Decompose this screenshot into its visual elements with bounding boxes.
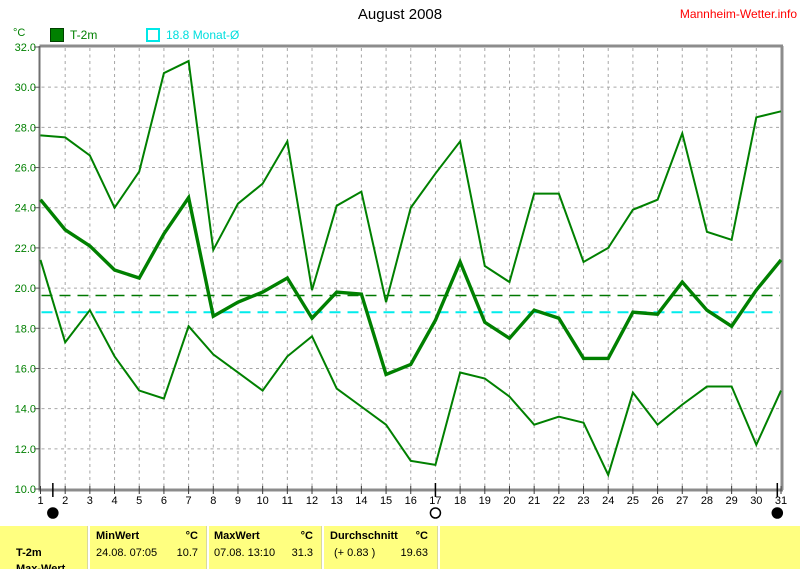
maxwert-header: MaxWert xyxy=(214,530,260,542)
y-tick-label: 22.0 xyxy=(15,243,36,255)
page-title: August 2008 xyxy=(357,6,443,23)
x-tick-label: 28 xyxy=(701,495,713,507)
x-tick-label: 27 xyxy=(676,495,688,507)
x-tick-label: 10 xyxy=(257,495,269,507)
legend-item-monthly-average: 18.8 Monat-Ø xyxy=(146,28,239,42)
maxwert-value: 31.3 xyxy=(291,547,313,559)
durchschnitt-value: 19.63 xyxy=(400,547,428,559)
y-tick-label: 24.0 xyxy=(15,203,36,215)
column-separator xyxy=(206,526,209,569)
x-tick-label: 26 xyxy=(651,495,663,507)
y-tick-label: 28.0 xyxy=(15,122,36,134)
x-tick-label: 9 xyxy=(235,495,241,507)
x-tick-label: 30 xyxy=(750,495,762,507)
new-moon-icon xyxy=(47,507,59,519)
column-separator xyxy=(87,526,90,569)
y-tick-label: 26.0 xyxy=(15,163,36,175)
y-tick-label: 16.0 xyxy=(15,363,36,375)
temp-line-min xyxy=(39,259,782,478)
x-tick-label: 4 xyxy=(111,495,117,507)
y-tick-label: 12.0 xyxy=(15,444,36,456)
y-tick-label: 14.0 xyxy=(15,404,36,416)
legend-item-t2m: T-2m xyxy=(50,28,97,42)
minwert-value: 10.7 xyxy=(176,547,198,559)
x-tick-label: 7 xyxy=(186,495,192,507)
temp-line-max xyxy=(40,59,782,303)
x-tick-label: 24 xyxy=(602,495,614,507)
maxwert-unit: °C xyxy=(300,530,313,542)
x-tick-label: 23 xyxy=(577,495,589,507)
x-tick-label: 16 xyxy=(405,495,417,507)
partial-row-label: Max-Wert xyxy=(16,563,66,569)
x-tick-label: 3 xyxy=(87,495,93,507)
x-tick-label: 12 xyxy=(306,495,318,507)
full-moon-icon xyxy=(429,507,442,519)
x-tick-label: 19 xyxy=(479,495,491,507)
durchschnitt-unit: °C xyxy=(415,530,428,542)
x-tick-label: 11 xyxy=(282,495,293,507)
x-tick-label: 17 xyxy=(429,495,441,507)
x-tick-label: 2 xyxy=(62,495,68,507)
legend-t2m-label: T-2m xyxy=(70,28,98,42)
row-label: T-2m xyxy=(16,547,42,559)
x-tick-label: 22 xyxy=(553,495,565,507)
x-tick-label: 18 xyxy=(454,495,466,507)
x-tick-label: 8 xyxy=(210,495,216,507)
monthly-average-swatch-icon xyxy=(146,28,160,42)
x-tick-label: 1 xyxy=(37,495,43,507)
x-tick-label: 29 xyxy=(726,495,738,507)
column-separator xyxy=(321,526,324,569)
x-tick-label: 15 xyxy=(380,495,392,507)
x-tick-label: 5 xyxy=(136,495,142,507)
column-separator xyxy=(437,526,440,569)
temp-line-mean xyxy=(39,193,783,377)
x-tick-label: 14 xyxy=(355,495,367,507)
x-tick-label: 13 xyxy=(331,495,343,507)
y-tick-label: 32.0 xyxy=(15,42,36,54)
y-axis-unit-label: °C xyxy=(13,27,26,39)
site-link[interactable]: Mannheim-Wetter.info xyxy=(679,7,797,21)
temperature-line-chart: 10.0 12.0 14.0 16.0 18.0 20.0 22.0 24.0 26.0 28.0… xyxy=(15,42,787,519)
summary-table: MinWert °C MaxWert °C Durchschnitt °C T-… xyxy=(0,526,800,569)
minwert-header: MinWert xyxy=(96,530,140,542)
t2m-series-swatch-icon xyxy=(50,28,64,42)
x-tick-label: 6 xyxy=(161,495,167,507)
y-tick-label: 18.0 xyxy=(15,323,36,335)
y-tick-label: 20.0 xyxy=(15,283,36,295)
x-tick-label: 31 xyxy=(775,495,787,507)
durchschnitt-header: Durchschnitt xyxy=(330,530,398,542)
durchschnitt-offset: (+ 0.83 ) xyxy=(334,547,376,559)
minwert-datetime: 24.08. 07:05 xyxy=(96,547,158,559)
x-tick-label: 25 xyxy=(627,495,639,507)
legend-monthly-average-label: 18.8 Monat-Ø xyxy=(166,28,240,42)
x-tick-label: 20 xyxy=(503,495,515,507)
x-tick-label: 21 xyxy=(528,495,540,507)
maxwert-datetime: 07.08. 13:10 xyxy=(214,547,276,559)
y-tick-label: 10.0 xyxy=(15,484,36,496)
new-moon-icon xyxy=(771,507,784,519)
y-tick-label: 30.0 xyxy=(15,82,36,94)
minwert-unit: °C xyxy=(185,530,198,542)
